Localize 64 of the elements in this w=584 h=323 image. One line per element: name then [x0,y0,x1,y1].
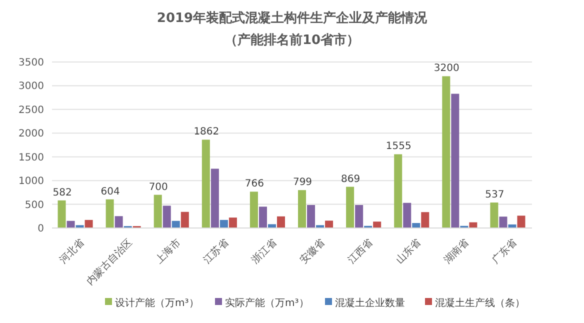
chart-title: 2019年装配式混凝土构件生产企业及产能情况 [156,10,428,26]
x-tick-label: 江西省 [345,236,376,266]
y-tick-label: 3500 [18,58,44,68]
data-label: 799 [292,177,312,188]
chart-subtitle: （产能排名前10省市） [224,32,360,48]
data-label: 766 [244,178,264,190]
bar [451,94,460,228]
legend-label: 设计产能（万m³） [115,297,199,309]
data-label: 3200 [434,63,460,74]
y-tick-label: 1500 [18,152,44,164]
data-label: 1555 [386,141,412,152]
legend-label: 混凝土企业数量 [335,297,405,309]
bar [162,206,171,228]
bar [442,76,450,228]
y-tick-label: 2000 [18,128,44,140]
bar [517,216,526,228]
y-tick-label: 3000 [18,81,44,92]
bar [58,200,66,228]
bar [172,220,180,228]
bar [106,199,114,228]
x-tick-label: 江苏省 [201,236,231,266]
legend-label: 混凝土生产线（条） [435,297,525,309]
y-tick-label: 500 [24,200,44,211]
bar [373,222,382,228]
y-tick-label: 0 [38,224,44,234]
x-tick-label: 安徽省 [297,236,328,266]
x-tick-label: 湖南省 [442,236,472,266]
bar [228,218,237,228]
bar [154,194,162,228]
bar [114,216,123,228]
bar [307,204,316,228]
bar [276,216,285,228]
bar [355,204,364,228]
legend-label: 实际产能（万m³） [225,297,309,309]
bar [258,206,267,228]
data-label: 1862 [194,126,220,138]
bar [421,212,430,228]
bar [499,216,508,228]
bar [66,220,75,228]
bar [325,220,334,228]
bar [220,220,228,228]
bar [84,220,93,228]
data-label: 537 [485,190,504,201]
bar [403,202,412,228]
bar [298,190,306,228]
bar [412,223,420,228]
bar [202,140,210,228]
bar [210,168,219,228]
bar [180,212,189,228]
data-label: 869 [341,174,360,185]
x-tick-label: 上海市 [153,236,183,266]
bar [268,224,276,228]
bar [490,202,498,228]
x-tick-label: 浙江省 [249,236,280,266]
data-label: 604 [100,186,120,198]
y-tick-label: 2500 [18,104,44,116]
x-tick-label: 广东省 [490,236,520,266]
x-tick-label: 山东省 [393,236,424,266]
bar [394,154,402,228]
data-label: 582 [52,187,72,198]
data-label: 700 [148,182,168,193]
bar [346,186,354,228]
bar [250,192,258,228]
y-tick-label: 1000 [18,176,44,188]
